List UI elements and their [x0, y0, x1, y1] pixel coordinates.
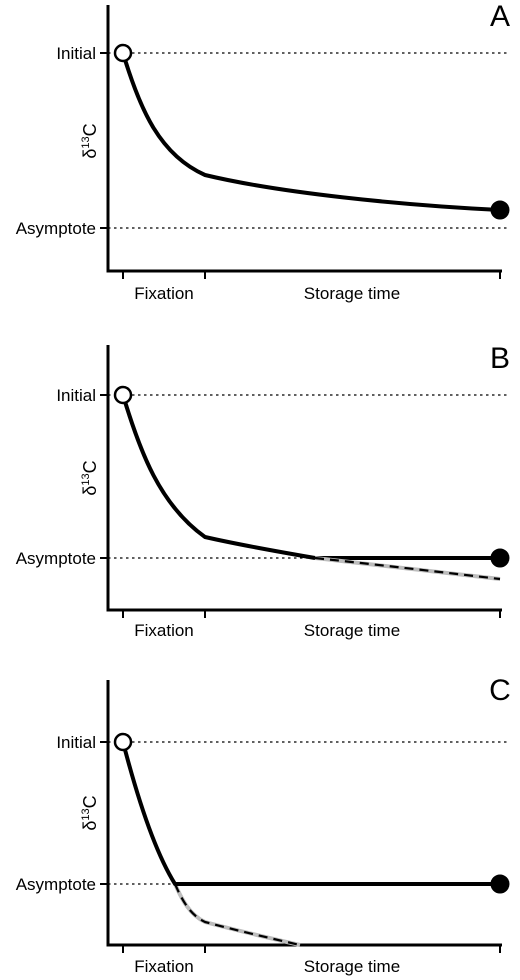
panel-b-marker-initial	[113, 385, 133, 405]
panel-b-x-tick-label-storage: Storage time	[304, 621, 400, 640]
panel-c-x-tick-label-fixation: Fixation	[134, 957, 194, 976]
panel-c-marker-initial	[113, 732, 133, 752]
panel-c-series-0	[121, 741, 500, 886]
panel-a-y-label-element: C	[80, 123, 100, 136]
panel-c-y-tick-label-asymptote: Asymptote	[16, 875, 96, 894]
panel-b-y-label-delta: δ	[80, 486, 100, 496]
panel-c: Initial Asymptote Fixation Storage time …	[16, 674, 511, 976]
panel-b-series-1-dash	[314, 556, 501, 581]
panel-c-y-label-delta: δ	[80, 821, 100, 831]
panel-a-marker-initial	[113, 43, 133, 63]
panel-c-y-axis-label: δ13C	[80, 795, 100, 830]
panel-b-y-label-sup: 13	[80, 473, 92, 485]
panel-a: Initial Asymptote Fixation Storage time …	[16, 0, 510, 303]
panel-b-y-label-element: C	[80, 460, 100, 473]
panel-c-letter: C	[489, 674, 511, 707]
panel-c-y-tick-label-initial: Initial	[56, 733, 96, 752]
panel-a-series-0	[121, 52, 501, 212]
panel-a-y-label-sup: 13	[80, 136, 92, 148]
panel-a-y-label-delta: δ	[80, 149, 100, 159]
panel-b-x-tick-label-fixation: Fixation	[134, 621, 194, 640]
panel-a-y-tick-label-asymptote: Asymptote	[16, 219, 96, 238]
panel-a-letter: A	[490, 0, 510, 33]
panel-c-y-label-element: C	[80, 795, 100, 808]
panel-b-y-tick-label-initial: Initial	[56, 386, 96, 405]
panel-a-x-tick-label-storage: Storage time	[304, 284, 400, 303]
panel-c-x-tick-label-storage: Storage time	[304, 957, 400, 976]
panel-a-y-tick-label-initial: Initial	[56, 44, 96, 63]
panel-b-y-tick-label-asymptote: Asymptote	[16, 549, 96, 568]
panel-a-y-axis-label: δ13C	[80, 123, 100, 158]
panel-c-series-1-dash	[173, 883, 301, 947]
panel-b-series-0	[121, 394, 500, 560]
panel-c-y-label-sup: 13	[80, 808, 92, 820]
panel-a-x-tick-label-fixation: Fixation	[134, 284, 194, 303]
panel-b-y-axis-label: δ13C	[80, 460, 100, 495]
panel-b: Initial Asymptote Fixation Storage time …	[16, 342, 510, 640]
panel-b-letter: B	[490, 342, 510, 375]
panel-b-marker-final	[490, 548, 510, 568]
panel-c-marker-final	[490, 874, 510, 894]
panel-a-marker-final	[490, 200, 510, 220]
